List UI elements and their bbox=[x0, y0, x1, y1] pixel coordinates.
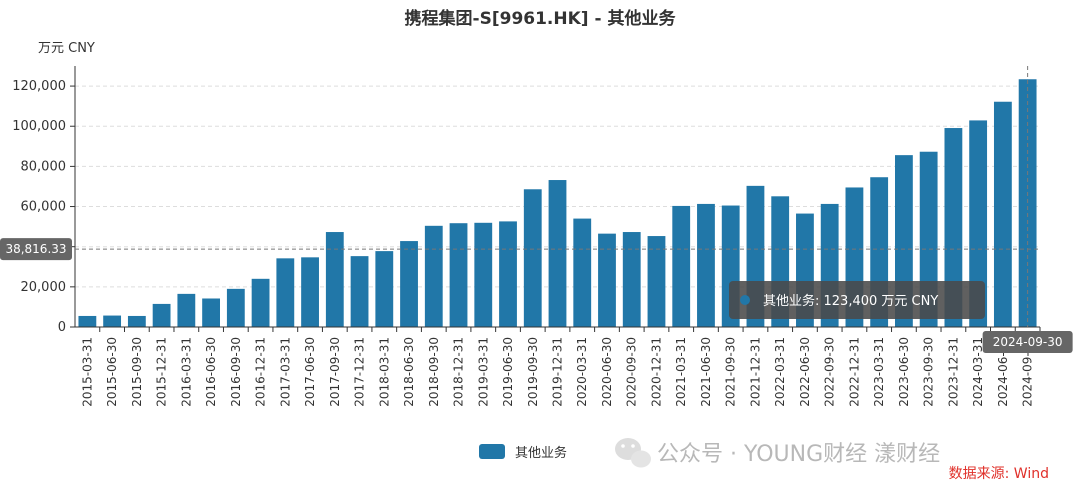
tooltip-text: 其他业务: 123,400 万元 CNY bbox=[763, 293, 938, 309]
y-tick-label: 20,000 bbox=[21, 280, 67, 295]
x-tick-label: 2016-09-30 bbox=[229, 337, 243, 407]
crosshair-y-badge bbox=[0, 238, 72, 261]
x-tick-label: 2021-06-30 bbox=[699, 337, 713, 407]
x-tick-label: 2020-09-30 bbox=[625, 337, 639, 407]
x-tick-label: 2015-12-31 bbox=[155, 337, 169, 407]
x-tick-label: 2015-06-30 bbox=[105, 337, 119, 407]
x-axis-ticks: 2015-03-31 2015-06-30 2015-09-30 2015-12-31… bbox=[80, 327, 1041, 407]
bar[interactable] bbox=[647, 236, 666, 327]
x-tick-label: 2016-03-31 bbox=[179, 337, 193, 407]
legend[interactable]: 其他业务 bbox=[479, 444, 567, 461]
x-tick-label: 2019-12-31 bbox=[551, 337, 565, 407]
crosshair-x-value: 2024-09-30 bbox=[993, 335, 1063, 349]
bar[interactable] bbox=[598, 233, 616, 327]
watermark: 公众号 · YOUNG财经 漾财经 bbox=[615, 438, 940, 468]
bar[interactable] bbox=[202, 298, 220, 327]
bar[interactable] bbox=[177, 293, 196, 327]
tooltip-box bbox=[729, 281, 985, 319]
bar[interactable] bbox=[622, 232, 641, 327]
x-tick-label: 2016-12-31 bbox=[254, 337, 268, 407]
x-tick-label: 2020-03-31 bbox=[575, 337, 589, 407]
bar[interactable] bbox=[449, 223, 468, 327]
bar[interactable] bbox=[523, 189, 542, 327]
x-tick-label: 2023-03-31 bbox=[872, 337, 886, 407]
bar[interactable] bbox=[103, 315, 122, 327]
chart-title: 携程集团-S[9961.HK] - 其他业务 bbox=[405, 8, 677, 29]
bar[interactable] bbox=[301, 257, 319, 327]
bar[interactable] bbox=[672, 205, 691, 327]
x-tick-label: 2018-06-30 bbox=[402, 337, 416, 407]
x-tick-label: 2022-09-30 bbox=[823, 337, 837, 407]
x-tick-label: 2017-03-31 bbox=[278, 337, 292, 407]
bar[interactable] bbox=[350, 256, 369, 327]
bar[interactable] bbox=[993, 101, 1012, 327]
bar[interactable] bbox=[127, 315, 146, 327]
bar[interactable] bbox=[969, 120, 988, 327]
bar[interactable] bbox=[325, 232, 344, 327]
bar[interactable] bbox=[152, 303, 171, 327]
bar[interactable] bbox=[276, 258, 295, 327]
y-tick-label: 120,000 bbox=[12, 79, 66, 94]
x-tick-label: 2021-03-31 bbox=[674, 337, 688, 407]
x-tick-label: 2017-06-30 bbox=[303, 337, 317, 407]
bar[interactable] bbox=[474, 222, 493, 327]
bar[interactable] bbox=[944, 128, 963, 327]
x-tick-label: 2024-03-31 bbox=[971, 337, 985, 407]
x-tick-label: 2015-09-30 bbox=[130, 337, 144, 407]
x-tick-label: 2019-06-30 bbox=[501, 337, 515, 407]
tooltip-marker bbox=[740, 295, 750, 305]
bar[interactable] bbox=[1018, 79, 1037, 328]
bar[interactable] bbox=[499, 221, 517, 327]
bar[interactable] bbox=[226, 288, 245, 327]
x-tick-label: 2018-03-31 bbox=[377, 337, 391, 407]
x-tick-label: 2019-03-31 bbox=[476, 337, 490, 407]
crosshair-overlay: 38,816.33 2024-09-30 其他业务: 123,400 万元 CNY bbox=[0, 66, 1073, 353]
crosshair-x-badge bbox=[982, 331, 1073, 353]
bar[interactable] bbox=[697, 203, 715, 327]
x-tick-label: 2015-03-31 bbox=[80, 337, 94, 407]
bar[interactable] bbox=[375, 251, 394, 327]
bar-series[interactable] bbox=[78, 79, 1037, 328]
x-tick-label: 2017-12-31 bbox=[353, 337, 367, 407]
y-axis-unit: 万元 CNY bbox=[38, 41, 95, 56]
x-tick-label: 2022-06-30 bbox=[798, 337, 812, 407]
y-tick-label: 80,000 bbox=[21, 159, 67, 174]
bar[interactable] bbox=[424, 225, 443, 327]
bar[interactable] bbox=[548, 180, 567, 327]
x-tick-label: 2024-09-30 bbox=[1021, 337, 1035, 407]
x-tick-label: 2020-06-30 bbox=[600, 337, 614, 407]
x-tick-label: 2019-09-30 bbox=[526, 337, 540, 407]
legend-swatch bbox=[479, 444, 505, 459]
y-tick-label: 100,000 bbox=[12, 119, 66, 134]
x-tick-label: 2016-06-30 bbox=[204, 337, 218, 407]
x-tick-label: 2021-12-31 bbox=[748, 337, 762, 407]
data-source: 数据来源: Wind bbox=[949, 466, 1049, 482]
x-tick-label: 2023-12-31 bbox=[946, 337, 960, 407]
wechat-icon bbox=[615, 438, 651, 468]
x-tick-label: 2018-12-31 bbox=[452, 337, 466, 407]
crosshair-y-value: 38,816.33 bbox=[5, 242, 66, 256]
watermark-text: 公众号 · YOUNG财经 漾财经 bbox=[657, 442, 940, 467]
x-tick-label: 2018-09-30 bbox=[427, 337, 441, 407]
x-tick-label: 2017-09-30 bbox=[328, 337, 342, 407]
x-tick-label: 2023-09-30 bbox=[922, 337, 936, 407]
y-tick-label: 60,000 bbox=[21, 200, 67, 215]
axes bbox=[74, 66, 1040, 328]
x-tick-label: 2022-03-31 bbox=[773, 337, 787, 407]
x-tick-label: 2023-06-30 bbox=[897, 337, 911, 407]
x-tick-label: 2021-09-30 bbox=[724, 337, 738, 407]
bar[interactable] bbox=[78, 315, 97, 327]
x-tick-label: 2022-12-31 bbox=[847, 337, 861, 407]
legend-label: 其他业务 bbox=[515, 445, 567, 461]
bar[interactable] bbox=[251, 278, 270, 327]
x-tick-label: 2024-06-30 bbox=[996, 337, 1010, 407]
bar[interactable] bbox=[400, 241, 418, 327]
bar[interactable] bbox=[573, 218, 592, 327]
y-tick-label: 0 bbox=[58, 320, 66, 335]
x-tick-label: 2020-12-31 bbox=[649, 337, 663, 407]
